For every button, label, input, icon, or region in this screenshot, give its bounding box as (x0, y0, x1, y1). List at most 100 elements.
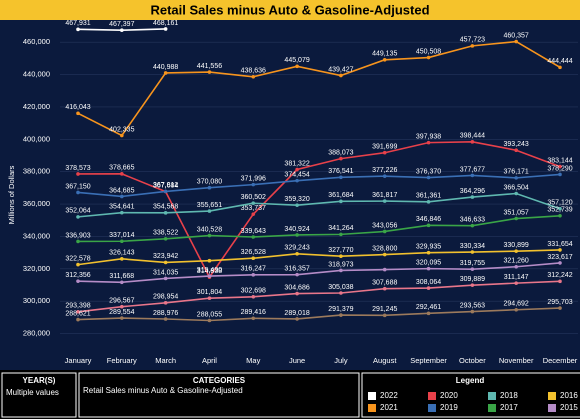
data-point (339, 175, 343, 180)
data-point (76, 317, 80, 322)
data-label: 440,988 (153, 64, 178, 71)
y-tick-label: 420,000 (23, 102, 50, 111)
y-tick-label: 320,000 (23, 264, 50, 273)
data-label: 330,899 (504, 242, 529, 249)
x-tick-label: November (499, 356, 534, 365)
data-point (470, 173, 475, 178)
data-point (163, 189, 168, 194)
data-label: 311,668 (109, 273, 134, 280)
year-title: YEAR(S) (23, 376, 56, 385)
data-point (339, 291, 343, 295)
data-point (295, 233, 299, 237)
data-label: 307,688 (372, 280, 397, 287)
data-point (163, 211, 168, 215)
data-point (76, 172, 80, 176)
data-point (558, 164, 562, 169)
data-point (426, 250, 431, 255)
data-label: 351,057 (504, 209, 529, 216)
data-label: 312,242 (547, 272, 572, 279)
data-label: 359,320 (284, 196, 309, 203)
categories-panel (78, 372, 360, 418)
data-label: 367,684 (153, 182, 178, 189)
data-label: 291,379 (328, 306, 353, 313)
legend-title: Legend (456, 376, 485, 385)
data-point (76, 111, 80, 116)
data-label: 346,846 (416, 216, 441, 223)
data-label: 364,685 (109, 187, 134, 194)
data-point (382, 150, 387, 155)
data-label: 301,804 (197, 289, 222, 296)
data-point (251, 212, 256, 216)
data-point (382, 229, 387, 234)
series-line (77, 262, 561, 284)
data-point (514, 216, 518, 221)
legend-label: 2021 (380, 403, 398, 412)
categories-value[interactable]: Retail Sales minus Auto & Gasoline-Adjus… (83, 386, 243, 395)
data-point (558, 65, 562, 70)
data-label: 378,665 (109, 165, 134, 172)
legend: 2022 2021 2020 2019 2018 2017 2016 2015 (368, 391, 578, 412)
data-label: 292,461 (416, 304, 441, 311)
data-label: 337,014 (109, 232, 134, 239)
data-label: 343,056 (372, 222, 397, 229)
data-point (251, 273, 256, 277)
data-point (339, 199, 343, 204)
data-point (514, 148, 518, 153)
y-tick-label: 380,000 (23, 167, 50, 176)
x-tick-label: March (155, 356, 176, 365)
data-point (426, 311, 431, 316)
data-point (339, 156, 343, 161)
data-point (163, 71, 168, 75)
data-label: 294,692 (504, 301, 529, 308)
data-point (120, 133, 124, 138)
data-point (339, 254, 343, 259)
data-point (295, 317, 299, 321)
data-point (382, 267, 387, 272)
data-label: 377,226 (372, 167, 397, 174)
data-label: 289,554 (109, 309, 134, 316)
legend-label: 2015 (560, 403, 578, 412)
data-label: 352,739 (547, 207, 572, 214)
data-label: 323,942 (153, 253, 178, 260)
y-axis-title: Millions of Dollars (7, 165, 16, 224)
data-label: 360,502 (241, 194, 266, 201)
data-point (163, 317, 168, 321)
data-point (426, 140, 431, 145)
legend-swatch (488, 404, 496, 412)
data-label: 330,334 (460, 243, 485, 250)
data-point (120, 210, 124, 215)
data-label: 308,064 (416, 279, 441, 286)
data-label: 397,938 (416, 133, 441, 140)
data-point (558, 279, 562, 284)
data-label: 288,621 (65, 310, 90, 317)
data-label: 346,633 (460, 217, 485, 224)
data-point (120, 304, 124, 309)
data-label: 288,055 (197, 311, 222, 318)
data-label: 376,370 (416, 168, 441, 175)
data-point (558, 248, 562, 252)
data-label: 320,095 (416, 259, 441, 266)
data-label: 460,357 (504, 32, 529, 39)
data-point (120, 239, 124, 244)
data-point (207, 70, 212, 74)
data-point (382, 57, 387, 62)
title-bar (0, 0, 580, 20)
data-point (470, 267, 475, 271)
data-label: 321,260 (504, 258, 529, 265)
data-point (295, 64, 299, 69)
data-point (295, 272, 299, 277)
data-point (163, 276, 168, 281)
data-label: 361,684 (328, 192, 353, 199)
data-label: 376,541 (328, 168, 353, 175)
data-label: 326,143 (109, 250, 134, 257)
data-label: 305,038 (328, 284, 353, 291)
year-value[interactable]: Multiple values (6, 388, 59, 397)
data-point (514, 39, 518, 44)
data-label: 289,018 (284, 310, 309, 317)
series-line (77, 141, 561, 279)
data-point (251, 294, 256, 299)
data-label: 323,617 (547, 254, 572, 261)
data-label: 291,245 (372, 306, 397, 313)
data-label: 309,889 (460, 276, 485, 283)
data-label: 314,838 (197, 268, 222, 275)
